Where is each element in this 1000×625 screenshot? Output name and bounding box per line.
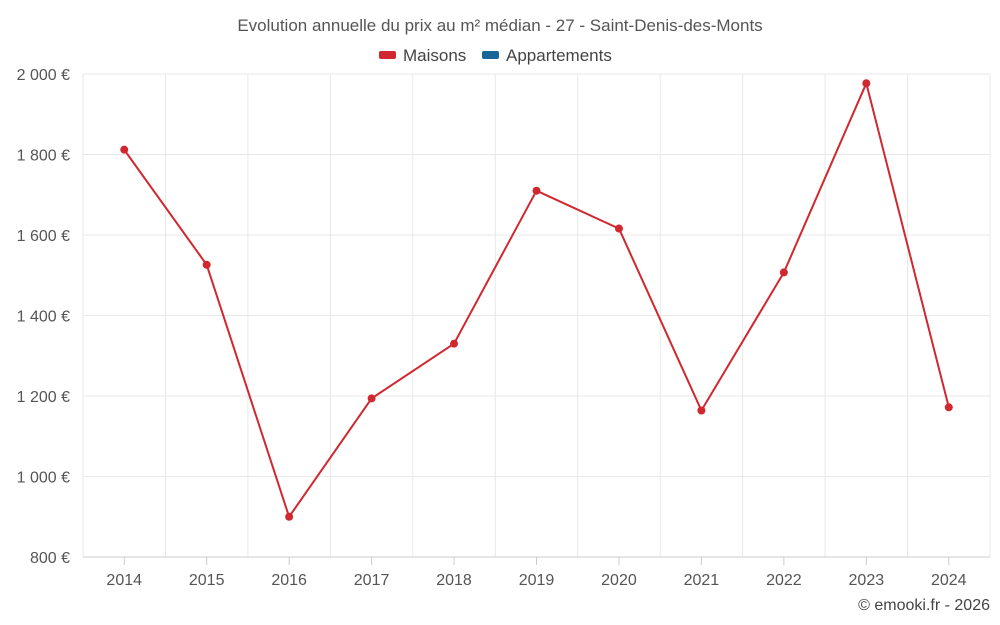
legend-label-appartements: Appartements — [506, 46, 612, 65]
x-tick-label: 2018 — [436, 572, 472, 589]
y-tick-label: 1 200 € — [17, 389, 70, 406]
data-point-maisons[interactable] — [202, 260, 211, 269]
y-tick-label: 2 000 € — [17, 67, 70, 84]
data-point-maisons[interactable] — [944, 403, 953, 412]
x-tick-label: 2020 — [601, 572, 637, 589]
x-tick-label: 2023 — [849, 572, 885, 589]
data-point-maisons[interactable] — [862, 79, 871, 88]
x-tick-label: 2019 — [519, 572, 555, 589]
data-point-maisons[interactable] — [779, 268, 788, 277]
x-tick-label: 2021 — [684, 572, 720, 589]
legend-label-maisons: Maisons — [403, 46, 466, 65]
legend: Maisons Appartements — [379, 46, 612, 65]
legend-swatch-appartements — [482, 51, 499, 59]
x-tick-label: 2016 — [271, 572, 307, 589]
y-tick-label: 800 € — [30, 550, 70, 567]
legend-item-appartements[interactable]: Appartements — [482, 46, 612, 65]
data-point-maisons[interactable] — [450, 339, 459, 348]
series — [120, 79, 953, 521]
x-tick-label: 2015 — [189, 572, 225, 589]
x-tick-label: 2014 — [106, 572, 142, 589]
data-point-maisons[interactable] — [367, 394, 376, 403]
grid — [82, 73, 991, 557]
data-point-maisons[interactable] — [532, 186, 541, 195]
x-tick-label: 2017 — [354, 572, 390, 589]
x-tick-label: 2022 — [766, 572, 802, 589]
y-tick-label: 1 600 € — [17, 228, 70, 245]
legend-swatch-maisons — [379, 51, 396, 59]
chart-title: Evolution annuelle du prix au m² médian … — [237, 16, 762, 35]
x-tick-label: 2024 — [931, 572, 967, 589]
y-tick-label: 1 000 € — [17, 470, 70, 487]
y-tick-label: 1 800 € — [17, 148, 70, 165]
axes: 800 € 1 000 € 1 200 € 1 400 € 1 600 € 1 800 €… — [17, 67, 990, 589]
credit-text: © emooki.fr - 2026 — [858, 597, 990, 614]
data-point-maisons[interactable] — [285, 512, 294, 521]
y-tick-label: 1 400 € — [17, 309, 70, 326]
legend-item-maisons[interactable]: Maisons — [379, 46, 466, 65]
data-point-maisons[interactable] — [697, 406, 706, 415]
data-point-maisons[interactable] — [120, 145, 129, 154]
data-point-maisons[interactable] — [614, 224, 623, 233]
